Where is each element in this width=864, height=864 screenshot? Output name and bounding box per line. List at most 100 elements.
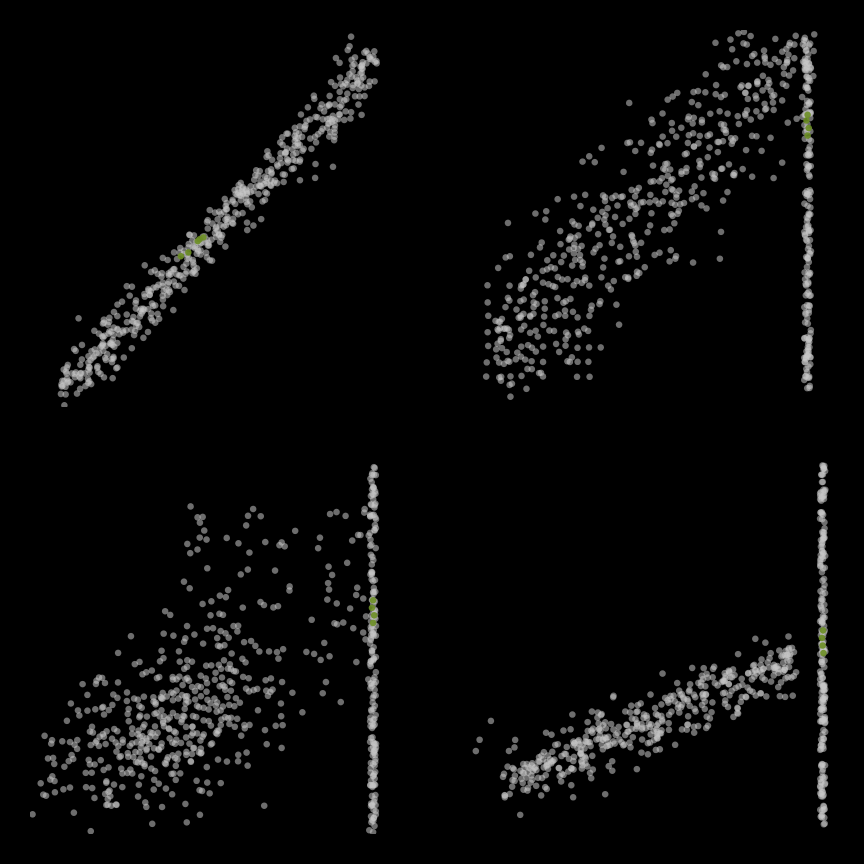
data-point [818,763,825,770]
data-point [275,655,282,662]
data-point [484,329,491,336]
data-point [257,599,264,606]
data-point [355,532,362,539]
data-point [192,245,199,252]
data-point [639,736,646,743]
data-point [696,164,703,171]
data-point [571,241,578,248]
data-point [731,170,738,177]
data-point [742,90,749,97]
data-point [347,605,354,612]
data-point [368,551,375,558]
data-point [184,623,191,630]
data-point [683,168,690,175]
data-point [370,739,377,746]
data-point [736,121,743,128]
data-point [552,284,559,291]
data-point [61,402,68,407]
data-point [804,98,811,105]
data-point [691,183,698,190]
data-point [141,761,148,768]
data-point [666,727,673,734]
data-point [84,707,91,714]
data-point [88,769,95,776]
data-point [741,30,748,35]
data-point [123,327,130,334]
data-point [569,711,576,718]
data-point [783,46,790,53]
data-point [634,721,641,728]
data-point [119,784,126,791]
data-point [149,667,156,674]
data-point [577,750,584,757]
data-point [782,694,789,701]
data-point [223,535,230,542]
data-point [124,698,131,705]
data-point [775,59,782,66]
data-point [186,585,193,592]
data-point [257,513,264,520]
data-point [633,709,640,716]
data-point [735,651,742,658]
data-point [176,272,183,279]
data-point [527,779,534,786]
data-point [821,496,828,503]
data-point [183,724,190,731]
data-point [135,759,142,766]
data-point [506,358,513,365]
data-point [183,819,190,826]
data-point [670,187,677,194]
data-point [189,723,196,730]
data-point [747,116,754,123]
data-point [352,93,359,100]
data-point [212,669,219,676]
data-point [204,779,211,786]
data-point [197,672,204,679]
data-point [638,199,645,206]
data-point [191,631,198,638]
data-point [821,706,828,713]
data-point [228,650,235,657]
data-point [135,793,142,800]
data-point [224,758,231,765]
data-point [371,502,378,509]
data-point [598,145,605,152]
data-point [552,313,559,320]
data-point [203,688,210,695]
data-point [623,722,630,729]
data-point [204,764,211,771]
data-point [217,592,224,599]
scatter-grid [0,0,864,864]
data-point [648,721,655,728]
data-point [803,292,810,299]
data-point [618,194,625,201]
data-point [196,787,203,794]
data-point [678,124,685,131]
data-point [190,257,197,264]
data-point [722,689,729,696]
data-point [770,107,777,114]
data-point [810,48,817,55]
data-point [704,133,711,140]
data-point [652,705,659,712]
data-point [222,630,229,637]
data-point [720,678,727,685]
data-point [82,770,89,777]
data-point [228,714,235,721]
data-point [819,607,826,614]
data-point [278,745,285,752]
data-point [177,245,184,252]
data-point [817,556,824,563]
data-point [216,231,223,238]
data-point [369,784,376,791]
data-point [186,231,193,238]
data-point [527,330,534,337]
data-point [496,359,503,366]
data-point [128,633,135,640]
data-point [776,647,783,654]
data-point [99,704,106,711]
data-point [332,83,339,90]
data-point [733,58,740,65]
data-point [709,699,716,706]
data-point [335,116,342,123]
